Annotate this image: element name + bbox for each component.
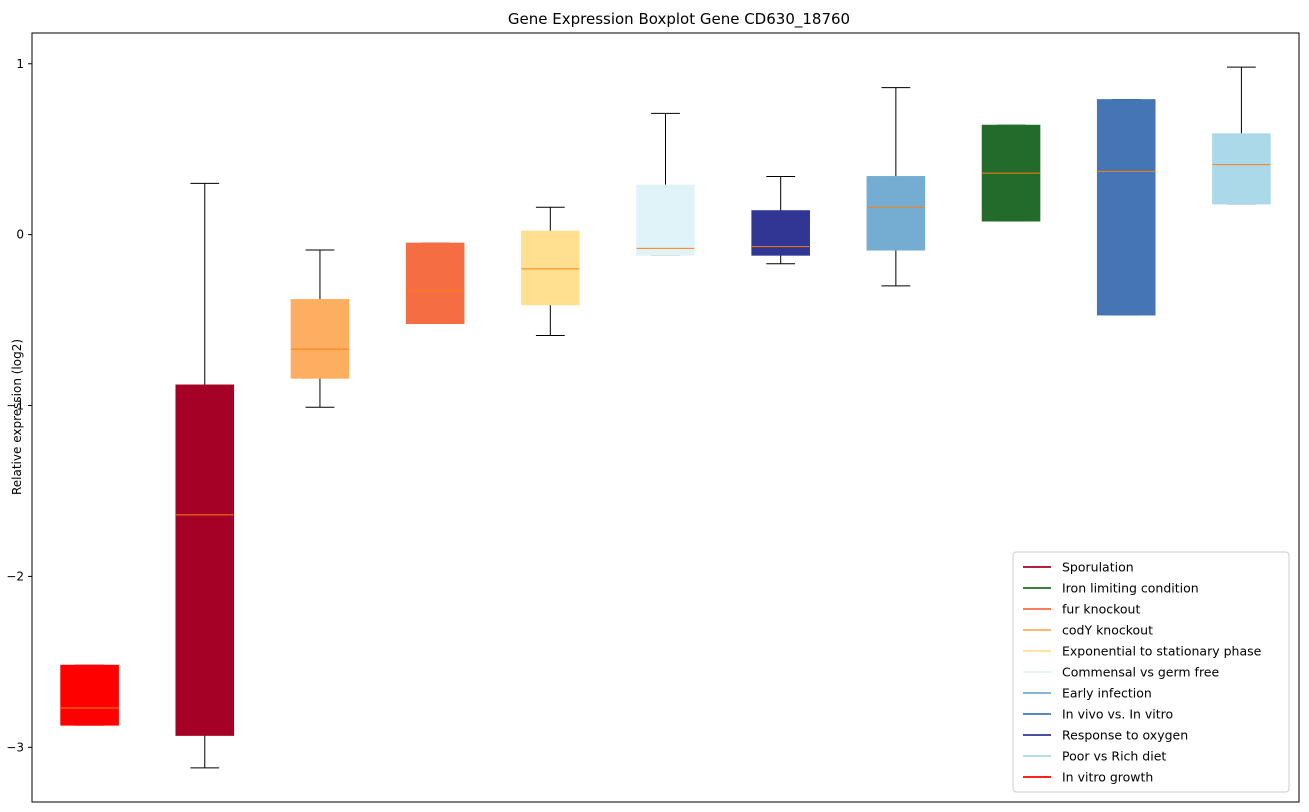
legend-label: Commensal vs germ free — [1062, 665, 1219, 680]
legend-label: fur knockout — [1062, 602, 1140, 617]
y-tick-label: −2 — [6, 569, 24, 583]
box-iqr — [637, 185, 695, 255]
box-iqr — [522, 231, 580, 304]
box-1 — [61, 665, 119, 725]
box-iqr — [291, 300, 349, 379]
box-iqr — [61, 665, 119, 725]
legend-label: In vitro growth — [1062, 770, 1153, 785]
legend-label: Sporulation — [1062, 560, 1134, 575]
y-tick-label: 1 — [16, 57, 24, 71]
legend-label: Poor vs Rich diet — [1062, 749, 1166, 764]
box-iqr — [406, 243, 464, 323]
y-tick-label: 0 — [16, 228, 24, 242]
y-axis-label: Relative expression (log2) — [10, 339, 24, 495]
legend-label: Iron limiting condition — [1062, 581, 1199, 596]
legend-label: In vivo vs. In vitro — [1062, 707, 1173, 722]
legend: Sporulation Iron limiting condition fur kn… — [1013, 552, 1289, 792]
box-iqr — [752, 211, 810, 255]
legend-label: codY knockout — [1062, 623, 1153, 638]
box-iqr — [1213, 134, 1271, 204]
chart-title: Gene Expression Boxplot Gene CD630_18760 — [508, 10, 850, 29]
boxplot-chart: Gene Expression Boxplot Gene CD630_18760… — [0, 0, 1309, 812]
y-tick-label: −1 — [6, 399, 24, 413]
legend-label: Exponential to stationary phase — [1062, 644, 1262, 659]
box-iqr — [176, 385, 234, 735]
box-iqr — [1097, 100, 1155, 315]
legend-label: Early infection — [1062, 686, 1152, 701]
box-9 — [982, 125, 1040, 221]
box-iqr — [867, 177, 925, 250]
y-tick-label: −3 — [6, 740, 24, 754]
box-10 — [1097, 100, 1155, 315]
legend-label: Response to oxygen — [1062, 728, 1188, 743]
box-4 — [406, 243, 464, 323]
